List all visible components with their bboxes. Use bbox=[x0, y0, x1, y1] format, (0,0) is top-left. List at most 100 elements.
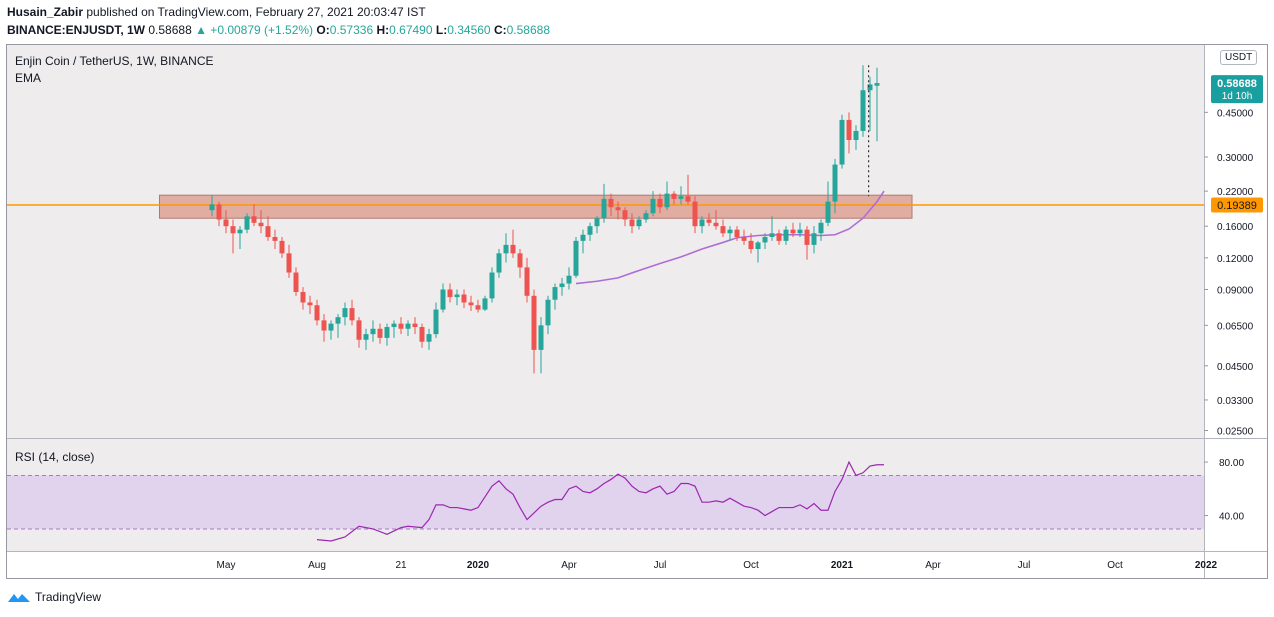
chart-frame bbox=[6, 44, 1268, 579]
candle-body bbox=[230, 226, 236, 234]
price-tick-label: 0.22000 bbox=[1217, 187, 1254, 198]
high-value: 0.67490 bbox=[389, 23, 433, 37]
candle bbox=[867, 77, 873, 131]
candle bbox=[587, 222, 593, 241]
candle-body bbox=[748, 240, 754, 250]
price-tick-label: 0.02500 bbox=[1217, 427, 1254, 438]
rsi-legend[interactable]: RSI (14, close) bbox=[15, 450, 95, 464]
candle bbox=[286, 244, 292, 278]
candle bbox=[426, 328, 432, 350]
candle-body bbox=[580, 234, 586, 241]
current-price: 0.58688 bbox=[148, 23, 192, 37]
candle bbox=[230, 219, 236, 254]
candle-body bbox=[629, 219, 635, 227]
low-value: 0.34560 bbox=[447, 23, 491, 37]
candle bbox=[622, 207, 628, 227]
price-change: ▲ +0.00879 (+1.52%) bbox=[195, 23, 314, 37]
candle bbox=[433, 302, 439, 338]
candle-body bbox=[685, 196, 691, 202]
candle-body bbox=[461, 294, 467, 303]
candle bbox=[685, 174, 691, 205]
candle-body bbox=[636, 219, 642, 227]
publish-text: published on TradingView.com, February 2… bbox=[86, 5, 426, 19]
candle bbox=[636, 216, 642, 230]
open-value: 0.57336 bbox=[329, 23, 374, 37]
time-tick-label: 2020 bbox=[467, 560, 490, 571]
candle-body bbox=[825, 201, 831, 223]
candle bbox=[678, 186, 684, 205]
ema-legend[interactable]: EMA bbox=[15, 71, 42, 85]
candle bbox=[398, 317, 404, 335]
main-pane-bg bbox=[7, 45, 1204, 438]
candle bbox=[314, 299, 320, 326]
candle-body bbox=[860, 90, 866, 131]
candle-body bbox=[349, 308, 355, 321]
candle-body bbox=[531, 295, 537, 350]
candle bbox=[650, 191, 656, 217]
time-tick-label: Oct bbox=[743, 560, 759, 571]
price-tick-label: 0.03300 bbox=[1217, 396, 1254, 407]
candle bbox=[461, 289, 467, 309]
candle bbox=[804, 226, 810, 260]
candle bbox=[559, 277, 565, 296]
candle bbox=[272, 229, 278, 250]
time-tick-label: 2022 bbox=[1195, 560, 1218, 571]
candle-body bbox=[853, 130, 859, 141]
candle-body bbox=[741, 237, 747, 241]
candle bbox=[517, 249, 523, 278]
candle-body bbox=[237, 229, 243, 234]
price-tick-label: 0.04500 bbox=[1217, 362, 1254, 373]
time-tick-label: Apr bbox=[561, 560, 577, 571]
candle-body bbox=[356, 320, 362, 340]
candle-body bbox=[818, 222, 824, 234]
publisher-name: Husain_Zabir bbox=[7, 5, 84, 19]
candle bbox=[440, 283, 446, 313]
candle-body bbox=[384, 327, 390, 338]
resistance-zone bbox=[159, 194, 913, 219]
candle-body bbox=[426, 334, 432, 342]
candle bbox=[237, 226, 243, 250]
candle bbox=[846, 112, 852, 154]
symbol-label: BINANCE:ENJUSDT, 1W bbox=[7, 23, 146, 37]
rsi-tick-label: 80.00 bbox=[1219, 458, 1244, 469]
candle bbox=[776, 229, 782, 245]
symbol-ohlc-line: BINANCE:ENJUSDT, 1W 0.58688 ▲ +0.00879 (… bbox=[7, 23, 550, 37]
currency-button[interactable]: USDT bbox=[1220, 50, 1258, 65]
price-chart[interactable]: 0.45000 0.30000 0.22000 0.16000 0.12000 0.090… bbox=[7, 45, 1267, 578]
footer-brand[interactable]: TradingView bbox=[7, 590, 101, 604]
candle-body bbox=[874, 83, 880, 86]
candle-body bbox=[783, 229, 789, 241]
candle-body bbox=[706, 219, 712, 223]
candle-body bbox=[538, 325, 544, 350]
candle bbox=[629, 213, 635, 234]
candle-body bbox=[209, 204, 215, 211]
candle bbox=[419, 323, 425, 348]
candle bbox=[251, 204, 257, 227]
publish-info: Husain_Zabir published on TradingView.co… bbox=[7, 5, 426, 19]
chart-legend-title: Enjin Coin / TetherUS, 1W, BINANCE bbox=[15, 54, 214, 68]
candle-body bbox=[804, 229, 810, 245]
candle-body bbox=[594, 218, 600, 227]
candle-body bbox=[622, 210, 628, 220]
candle-body bbox=[867, 84, 873, 91]
candle bbox=[608, 193, 614, 217]
candle-body bbox=[573, 240, 579, 276]
candle bbox=[797, 222, 803, 238]
candle bbox=[671, 191, 677, 205]
candle bbox=[615, 201, 621, 220]
time-tick-label: Jul bbox=[654, 560, 667, 571]
candle bbox=[482, 295, 488, 312]
candle bbox=[349, 299, 355, 326]
brand-name: TradingView bbox=[35, 590, 102, 604]
close-value: 0.58688 bbox=[506, 23, 551, 37]
price-tick-label: 0.45000 bbox=[1217, 108, 1254, 119]
candle-body bbox=[377, 328, 383, 338]
candle-body bbox=[664, 193, 670, 208]
candle bbox=[825, 181, 831, 227]
candle-body bbox=[797, 229, 803, 234]
candle-body bbox=[475, 305, 481, 310]
candle bbox=[790, 222, 796, 238]
candle bbox=[580, 229, 586, 254]
candle bbox=[279, 237, 285, 258]
candle bbox=[762, 233, 768, 250]
